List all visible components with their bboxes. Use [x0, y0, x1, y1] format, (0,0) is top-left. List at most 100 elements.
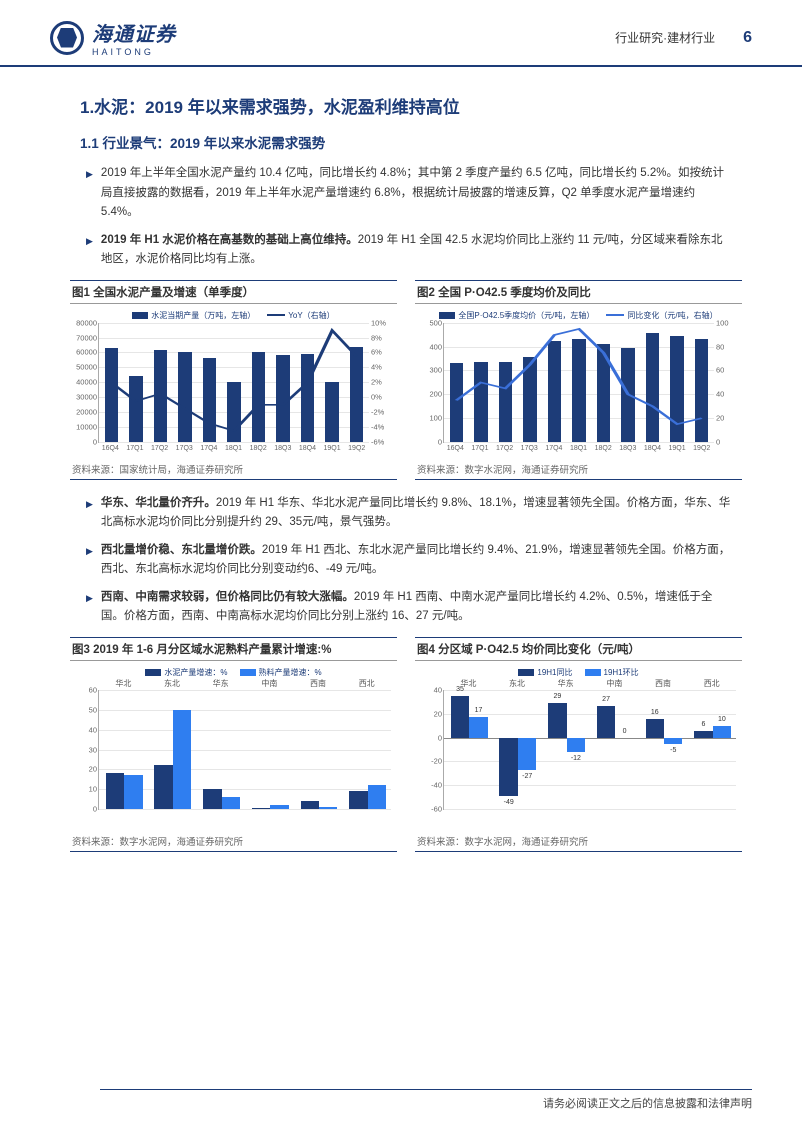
chart-1-xlabels: 16Q417Q117Q217Q317Q418Q118Q218Q318Q419Q1…: [98, 443, 369, 452]
bullet-text: 2019 年 H1 水泥价格在高基数的基础上高位维持。2019 年 H1 全国 …: [101, 231, 732, 270]
axis-tick: 0: [416, 437, 442, 446]
chart-1-legend: 水泥当期产量（万吨，左轴） YoY（右轴）: [72, 308, 395, 323]
value-label: 29: [548, 693, 566, 700]
legend-label: 19H1同比: [537, 667, 572, 678]
x-label: 18Q1: [566, 445, 591, 452]
logo: 海通证券 HAITONG: [50, 18, 176, 57]
value-label: 35: [451, 686, 469, 693]
x-label: 18Q1: [221, 445, 246, 452]
bullet-marker-icon: ▶: [86, 494, 93, 533]
bar: [548, 341, 562, 442]
chart-2-title: 图2 全国 P·O42.5 季度均价及同比: [415, 280, 742, 304]
legend-item: YoY（右轴）: [267, 310, 334, 321]
bar: [695, 339, 709, 441]
axis-tick: 30: [71, 745, 97, 754]
bar: [670, 336, 684, 442]
axis-tick: -2%: [371, 407, 397, 416]
axis-tick: 40: [71, 725, 97, 734]
heading-1: 1.水泥：2019 年以来需求强势，水泥盈利维持高位: [80, 93, 732, 118]
value-label: 0: [615, 728, 633, 735]
bar: 17: [469, 717, 487, 737]
axis-tick: 400: [416, 342, 442, 351]
x-label: 17Q1: [468, 445, 493, 452]
chart-4: 图4 分区域 P·O42.5 均价同比变化（元/吨） 19H1同比19H1环比 …: [415, 637, 742, 852]
bar: -12: [567, 738, 585, 752]
breadcrumb: 行业研究·建材行业: [615, 29, 715, 46]
value-label: -12: [567, 755, 585, 762]
axis-tick: 10%: [371, 318, 397, 327]
bar: [270, 805, 288, 809]
chart-2-legend: 全国P·O42.5季度均价（元/吨，左轴） 同比变化（元/吨，右轴）: [417, 308, 740, 323]
bar: [474, 362, 488, 442]
value-label: 27: [597, 696, 615, 703]
x-label: 17Q4: [542, 445, 567, 452]
bar: [276, 355, 290, 441]
chart-1-title: 图1 全国水泥产量及增速（单季度）: [70, 280, 397, 304]
legend-swatch: [145, 669, 161, 676]
legend-label: 全国P·O42.5季度均价（元/吨，左轴）: [458, 310, 594, 321]
bar: [499, 362, 513, 442]
value-label: -27: [518, 773, 536, 780]
bullet-text: 2019 年上半年全国水泥产量约 10.4 亿吨，同比增长约 4.8%；其中第 …: [101, 164, 732, 223]
logo-icon: [50, 21, 84, 55]
category-label: 东北: [148, 678, 197, 689]
axis-tick: 8%: [371, 333, 397, 342]
x-label: 18Q4: [295, 445, 320, 452]
bullet-text: 西南、中南需求较弱，但价格同比仍有较大涨幅。2019 年 H1 西南、中南水泥产…: [101, 588, 732, 627]
axis-tick: 300: [416, 366, 442, 375]
legend-swatch: [606, 314, 624, 316]
chart-4-source: 资料来源：数字水泥网，海通证券研究所: [415, 831, 742, 852]
legend-item: 全国P·O42.5季度均价（元/吨，左轴）: [439, 310, 594, 321]
bar: [129, 376, 143, 441]
bar: [350, 347, 364, 442]
axis-tick: 20: [71, 765, 97, 774]
axis-tick: 60000: [71, 348, 97, 357]
axis-tick: 2%: [371, 378, 397, 387]
bar: 27: [597, 706, 615, 738]
chart-3-plot: 0102030405060华北东北华东中南西南西北: [98, 690, 391, 810]
bar: [252, 352, 266, 441]
axis-tick: 20: [716, 413, 742, 422]
x-label: 19Q2: [689, 445, 714, 452]
legend-item: 同比变化（元/吨，右轴）: [606, 310, 717, 321]
chart-1-plot: 0100002000030000400005000060000700008000…: [98, 323, 369, 443]
logo-cn: 海通证券: [92, 18, 176, 47]
legend-label: 水泥当期产量（万吨，左轴）: [151, 310, 255, 321]
chart-1: 图1 全国水泥产量及增速（单季度） 水泥当期产量（万吨，左轴） YoY（右轴） 0…: [70, 280, 397, 480]
content: 1.水泥：2019 年以来需求强势，水泥盈利维持高位 1.1 行业景气：2019…: [0, 67, 802, 852]
axis-tick: 0: [71, 437, 97, 446]
axis-tick: 30000: [71, 393, 97, 402]
legend-swatch: [585, 669, 601, 676]
chart-3-title: 图3 2019 年 1-6 月分区域水泥熟料产量累计增速:%: [70, 637, 397, 661]
bullet-list-a: ▶2019 年上半年全国水泥产量约 10.4 亿吨，同比增长约 4.8%；其中第…: [80, 164, 732, 270]
axis-tick: 10: [71, 785, 97, 794]
x-label: 17Q1: [123, 445, 148, 452]
x-label: 19Q1: [665, 445, 690, 452]
axis-tick: -40: [416, 781, 442, 790]
x-label: 19Q2: [344, 445, 369, 452]
category-label: 西北: [342, 678, 391, 689]
bullet-marker-icon: ▶: [86, 541, 93, 580]
axis-tick: 20000: [71, 407, 97, 416]
x-label: 17Q3: [172, 445, 197, 452]
axis-tick: 40000: [71, 378, 97, 387]
value-label: 10: [713, 716, 731, 723]
category-label: 中南: [590, 678, 639, 689]
x-label: 17Q2: [492, 445, 517, 452]
bullet-text: 华东、华北量价齐升。2019 年 H1 华东、华北水泥产量同比增长约 9.8%、…: [101, 494, 732, 533]
bullet-marker-icon: ▶: [86, 164, 93, 223]
bar: [325, 382, 339, 442]
category-label: 华北: [99, 678, 148, 689]
bar: 6: [694, 731, 712, 738]
axis-tick: -6%: [371, 437, 397, 446]
bar: -27: [518, 738, 536, 770]
bar: 10: [713, 726, 731, 738]
axis-tick: 50000: [71, 363, 97, 372]
bullet-marker-icon: ▶: [86, 588, 93, 627]
x-label: 19Q1: [320, 445, 345, 452]
axis-tick: 70000: [71, 333, 97, 342]
category-label: 华东: [196, 678, 245, 689]
bar: [124, 775, 142, 809]
bar: 16: [646, 719, 664, 738]
bar: [646, 333, 660, 441]
